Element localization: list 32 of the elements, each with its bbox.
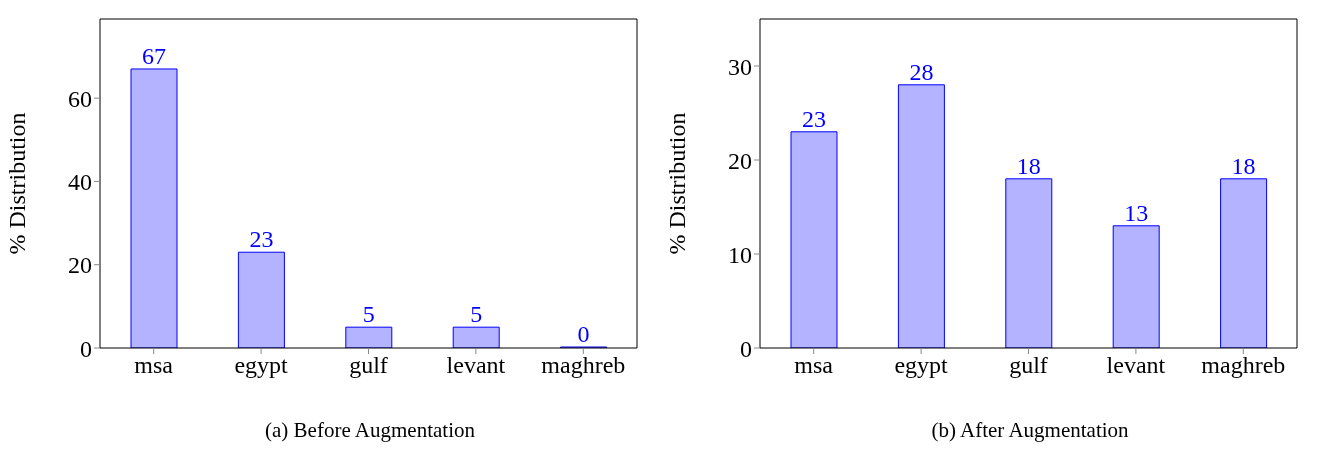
data-label: 13 <box>1124 199 1149 226</box>
x-tick-label: msa <box>794 352 834 379</box>
text: (a) Before Augmentation <box>264 418 476 443</box>
y-tick-label: 20 <box>68 252 92 279</box>
x-tick-label: maghreb <box>541 352 626 379</box>
data-label: 5 <box>362 301 375 328</box>
data-label: 23 <box>249 226 274 253</box>
text: (b) After Augmentation <box>930 418 1130 443</box>
data-label: 18 <box>1231 152 1256 179</box>
y-tick-label: 20 <box>728 147 752 174</box>
y-tick-label: 0 <box>740 335 752 362</box>
x-tick-label: egypt <box>234 352 289 379</box>
data-label: 67 <box>142 42 166 69</box>
x-tick-label: maghreb <box>1201 352 1286 379</box>
y-tick-label: 40 <box>68 168 92 195</box>
x-tick-label: gulf <box>1009 352 1048 379</box>
y-tick-label: 60 <box>68 85 92 112</box>
x-tick-label: levant <box>446 352 506 379</box>
x-tick-label: egypt <box>894 352 949 379</box>
x-tick-label: msa <box>134 352 174 379</box>
y-tick-label: 0 <box>80 335 92 362</box>
x-tick-label: levant <box>1106 352 1166 379</box>
y-axis-title: % Distribution <box>3 112 30 255</box>
data-label: 18 <box>1016 152 1041 179</box>
y-axis-title: % Distribution <box>663 112 690 255</box>
data-label: 23 <box>802 105 826 132</box>
data-label: 5 <box>470 301 483 328</box>
x-tick-label: gulf <box>349 352 388 379</box>
data-label: 0 <box>577 321 590 347</box>
data-label: 28 <box>909 58 934 85</box>
y-tick-label: 10 <box>728 241 752 268</box>
y-tick-label: 30 <box>728 53 752 80</box>
